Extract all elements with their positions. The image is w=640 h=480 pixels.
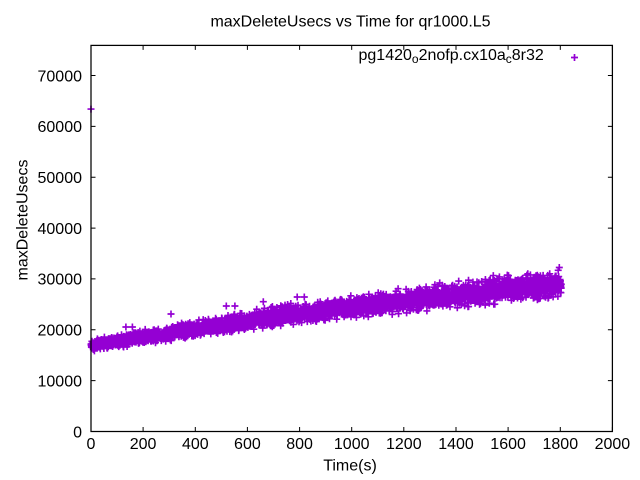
svg-text:maxDeleteUsecs vs Time for qr1: maxDeleteUsecs vs Time for qr1000.L5 xyxy=(210,14,490,31)
svg-text:pg1420o2nofp.cx10ac8r32: pg1420o2nofp.cx10ac8r32 xyxy=(359,47,544,66)
svg-text:30000: 30000 xyxy=(38,272,83,289)
svg-text:0: 0 xyxy=(73,424,82,441)
svg-text:2000: 2000 xyxy=(595,436,631,453)
svg-text:1000: 1000 xyxy=(334,436,370,453)
svg-text:Time(s): Time(s) xyxy=(323,458,377,475)
svg-text:600: 600 xyxy=(234,436,261,453)
svg-text:50000: 50000 xyxy=(38,170,83,187)
svg-text:800: 800 xyxy=(286,436,313,453)
svg-text:0: 0 xyxy=(87,436,96,453)
svg-text:400: 400 xyxy=(182,436,209,453)
svg-text:20000: 20000 xyxy=(38,323,83,340)
svg-text:70000: 70000 xyxy=(38,68,83,85)
svg-text:maxDeleteUsecs: maxDeleteUsecs xyxy=(15,160,32,281)
svg-text:200: 200 xyxy=(130,436,157,453)
svg-text:40000: 40000 xyxy=(38,221,83,238)
svg-text:1600: 1600 xyxy=(490,436,526,453)
svg-text:1400: 1400 xyxy=(438,436,474,453)
svg-text:60000: 60000 xyxy=(38,119,83,136)
svg-text:1800: 1800 xyxy=(543,436,579,453)
svg-text:1200: 1200 xyxy=(386,436,422,453)
svg-text:10000: 10000 xyxy=(38,373,83,390)
